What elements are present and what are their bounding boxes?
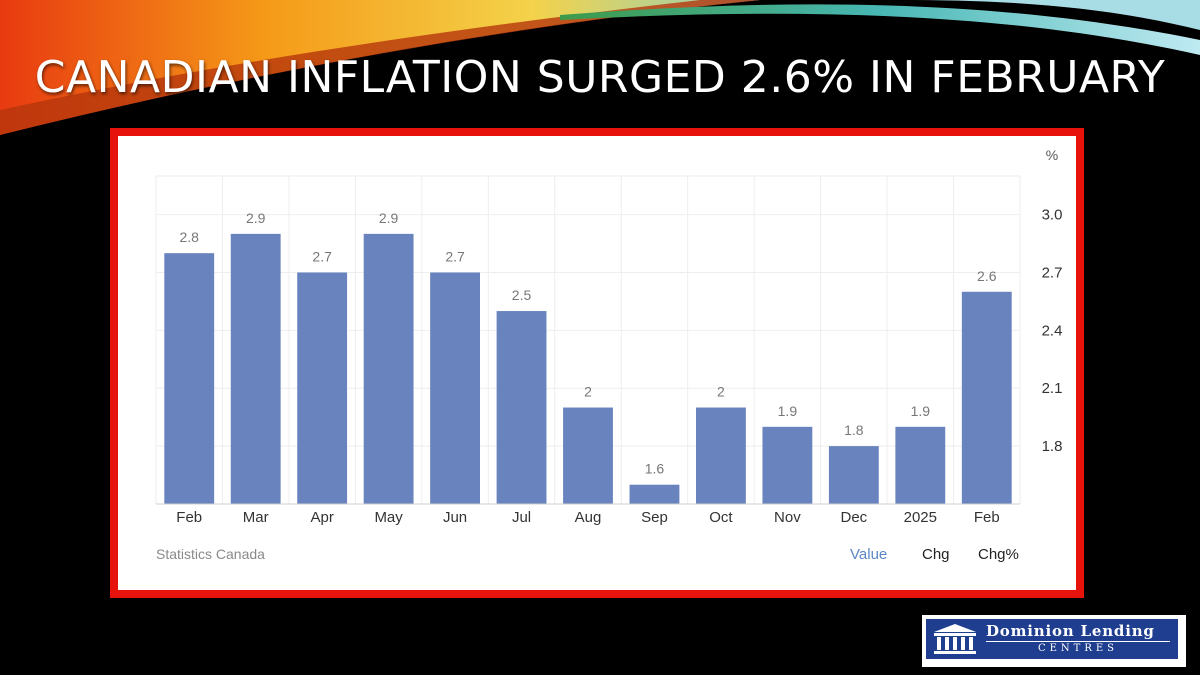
bar bbox=[164, 253, 215, 504]
bar bbox=[563, 407, 613, 504]
data-label: 2.8 bbox=[179, 229, 199, 245]
data-label: 2.9 bbox=[246, 210, 266, 226]
value-toggle[interactable]: Value bbox=[850, 546, 888, 563]
bar bbox=[496, 311, 547, 504]
x-tick-label: Jul bbox=[512, 509, 531, 526]
data-label: 2 bbox=[584, 384, 592, 400]
x-tick-label: May bbox=[374, 509, 403, 526]
bar bbox=[430, 272, 480, 504]
dominion-lending-logo: Dominion Lending CENTRES bbox=[922, 615, 1186, 667]
data-label: 2.6 bbox=[977, 268, 997, 284]
bar bbox=[230, 233, 281, 504]
logo-subtitle: CENTRES bbox=[1037, 643, 1119, 654]
bar bbox=[895, 426, 946, 504]
x-tick-label: Sep bbox=[641, 509, 668, 526]
chg-percent-toggle[interactable]: Chg% bbox=[978, 546, 1019, 563]
x-tick-label: 2025 bbox=[904, 509, 937, 526]
y-axis-unit-label: % bbox=[1046, 147, 1058, 163]
data-label: 1.8 bbox=[844, 422, 864, 438]
bar bbox=[961, 291, 1012, 504]
decorative-swoosh bbox=[0, 0, 1200, 135]
slide-title: CANADIAN INFLATION SURGED 2.6% IN FEBRUA… bbox=[34, 52, 1166, 103]
x-tick-label: Dec bbox=[841, 509, 868, 526]
data-label: 2.7 bbox=[445, 248, 465, 264]
y-tick-label: 2.4 bbox=[1042, 322, 1063, 339]
logo-divider bbox=[986, 641, 1170, 642]
x-tick-label: Mar bbox=[243, 509, 269, 526]
x-tick-label: Nov bbox=[774, 509, 801, 526]
bar bbox=[363, 233, 414, 504]
bar bbox=[297, 272, 348, 504]
columns-building-icon bbox=[934, 624, 976, 654]
data-label: 1.9 bbox=[911, 403, 931, 419]
x-tick-label: Oct bbox=[709, 509, 733, 526]
chart-panel: 2.8 Feb 2.9 Mar 2.7 Apr 2.9 May 2.7 Jun 2.5 Jul 2 Aug… bbox=[110, 128, 1084, 598]
data-label: 2 bbox=[717, 384, 725, 400]
data-label: 1.6 bbox=[645, 461, 665, 477]
bar bbox=[828, 446, 879, 504]
data-label: 2.7 bbox=[312, 248, 332, 264]
source-label: Statistics Canada bbox=[156, 546, 265, 562]
data-label: 1.9 bbox=[778, 403, 798, 419]
data-label: 2.9 bbox=[379, 210, 399, 226]
x-tick-label: Aug bbox=[575, 509, 602, 526]
y-tick-label: 1.8 bbox=[1042, 438, 1063, 455]
y-tick-label: 2.7 bbox=[1042, 264, 1063, 281]
logo-name: Dominion Lending bbox=[986, 622, 1155, 640]
x-tick-label: Apr bbox=[310, 509, 333, 526]
x-tick-label: Feb bbox=[176, 509, 202, 526]
bar bbox=[762, 426, 813, 504]
y-tick-label: 2.1 bbox=[1042, 380, 1063, 397]
data-label: 2.5 bbox=[512, 287, 532, 303]
bar bbox=[629, 484, 680, 504]
bar bbox=[696, 407, 746, 504]
y-tick-label: 3.0 bbox=[1042, 207, 1063, 224]
x-tick-label: Jun bbox=[443, 509, 467, 526]
x-tick-label: Feb bbox=[974, 509, 1000, 526]
inflation-bar-chart: 2.8 Feb 2.9 Mar 2.7 Apr 2.9 May 2.7 Jun 2.5 Jul 2 Aug… bbox=[155, 147, 1063, 526]
chg-toggle[interactable]: Chg bbox=[922, 546, 950, 563]
